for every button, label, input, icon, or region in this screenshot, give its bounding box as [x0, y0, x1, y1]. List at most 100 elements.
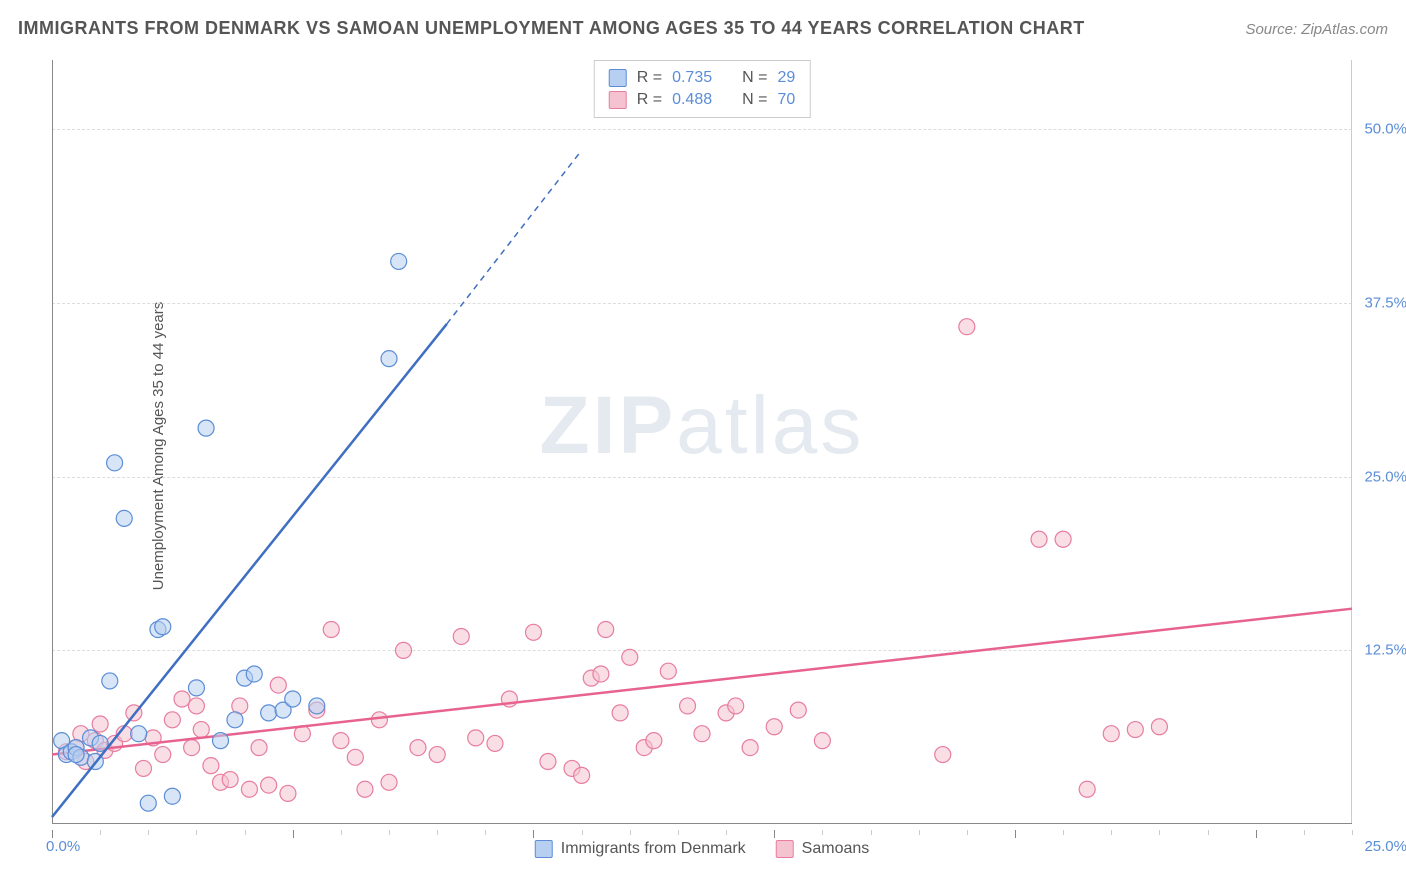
data-point-pink: [742, 740, 758, 756]
y-tick-label: 12.5%: [1364, 642, 1406, 659]
n-value-blue: 29: [777, 69, 795, 87]
data-point-pink: [92, 716, 108, 732]
x-tick-minor: [726, 830, 727, 835]
data-point-pink: [203, 758, 219, 774]
x-tick-minor: [389, 830, 390, 835]
data-point-pink: [241, 781, 257, 797]
data-point-blue: [246, 666, 262, 682]
data-point-pink: [540, 753, 556, 769]
x-tick-minor: [196, 830, 197, 835]
legend-item-samoans: Samoans: [776, 840, 870, 858]
data-point-pink: [525, 624, 541, 640]
data-point-blue: [213, 733, 229, 749]
legend-swatch-blue: [609, 69, 627, 87]
data-point-pink: [468, 730, 484, 746]
data-point-pink: [814, 733, 830, 749]
x-tick-major: [774, 830, 775, 838]
data-point-blue: [164, 788, 180, 804]
data-point-blue: [309, 698, 325, 714]
x-tick-minor: [245, 830, 246, 835]
data-point-pink: [1151, 719, 1167, 735]
y-tick-label: 50.0%: [1364, 121, 1406, 138]
source-attribution: Source: ZipAtlas.com: [1245, 21, 1388, 38]
legend-swatch-pink: [776, 840, 794, 858]
x-tick-minor: [871, 830, 872, 835]
chart-title: IMMIGRANTS FROM DENMARK VS SAMOAN UNEMPL…: [18, 18, 1085, 39]
data-point-pink: [574, 767, 590, 783]
data-point-pink: [660, 663, 676, 679]
data-point-pink: [135, 760, 151, 776]
correlation-legend: R = 0.735 N = 29 R = 0.488 N = 70: [594, 60, 811, 118]
x-tick-major: [533, 830, 534, 838]
x-tick-minor: [485, 830, 486, 835]
data-point-pink: [487, 735, 503, 751]
series-legend: Immigrants from Denmark Samoans: [535, 840, 870, 858]
data-point-pink: [188, 698, 204, 714]
data-point-blue: [227, 712, 243, 728]
data-point-pink: [622, 649, 638, 665]
data-point-pink: [1055, 531, 1071, 547]
data-point-blue: [140, 795, 156, 811]
data-point-pink: [164, 712, 180, 728]
data-point-blue: [131, 726, 147, 742]
x-tick-minor: [341, 830, 342, 835]
x-tick-minor: [919, 830, 920, 835]
data-point-pink: [728, 698, 744, 714]
r-label: R =: [637, 91, 662, 109]
y-tick-label: 37.5%: [1364, 295, 1406, 312]
data-point-pink: [261, 777, 277, 793]
x-tick-minor: [1111, 830, 1112, 835]
data-point-pink: [429, 747, 445, 763]
data-point-pink: [1127, 722, 1143, 738]
x-tick-minor: [1063, 830, 1064, 835]
x-tick-minor: [1352, 830, 1353, 835]
x-tick-minor: [1159, 830, 1160, 835]
data-point-pink: [347, 749, 363, 765]
data-point-pink: [694, 726, 710, 742]
legend-swatch-blue: [535, 840, 553, 858]
data-point-pink: [174, 691, 190, 707]
data-point-pink: [270, 677, 286, 693]
scatter-plot-svg: [52, 60, 1352, 830]
legend-item-denmark: Immigrants from Denmark: [535, 840, 746, 858]
data-point-pink: [280, 785, 296, 801]
x-tick-minor: [437, 830, 438, 835]
x-tick-major: [1015, 830, 1016, 838]
x-tick-minor: [822, 830, 823, 835]
data-point-pink: [381, 774, 397, 790]
data-point-blue: [68, 747, 84, 763]
r-label: R =: [637, 69, 662, 87]
data-point-pink: [593, 666, 609, 682]
data-point-pink: [453, 628, 469, 644]
data-point-pink: [371, 712, 387, 728]
x-tick-major: [52, 830, 53, 838]
data-point-pink: [612, 705, 628, 721]
data-point-blue: [102, 673, 118, 689]
legend-swatch-pink: [609, 91, 627, 109]
data-point-pink: [333, 733, 349, 749]
data-point-pink: [155, 747, 171, 763]
data-point-blue: [198, 420, 214, 436]
data-point-pink: [410, 740, 426, 756]
x-tick-minor: [967, 830, 968, 835]
data-point-pink: [184, 740, 200, 756]
legend-row-blue: R = 0.735 N = 29: [609, 67, 796, 89]
data-point-blue: [285, 691, 301, 707]
x-tick-minor: [582, 830, 583, 835]
x-end-label: 25.0%: [1364, 838, 1406, 855]
legend-label-denmark: Immigrants from Denmark: [561, 840, 746, 858]
x-tick-minor: [148, 830, 149, 835]
data-point-pink: [323, 622, 339, 638]
data-point-pink: [959, 319, 975, 335]
data-point-pink: [766, 719, 782, 735]
data-point-blue: [391, 253, 407, 269]
trend-line-blue-dashed: [447, 150, 582, 324]
data-point-pink: [790, 702, 806, 718]
x-tick-major: [1256, 830, 1257, 838]
n-value-pink: 70: [777, 91, 795, 109]
x-tick-minor: [1304, 830, 1305, 835]
data-point-pink: [680, 698, 696, 714]
x-tick-major: [293, 830, 294, 838]
data-point-pink: [395, 642, 411, 658]
legend-row-pink: R = 0.488 N = 70: [609, 89, 796, 111]
